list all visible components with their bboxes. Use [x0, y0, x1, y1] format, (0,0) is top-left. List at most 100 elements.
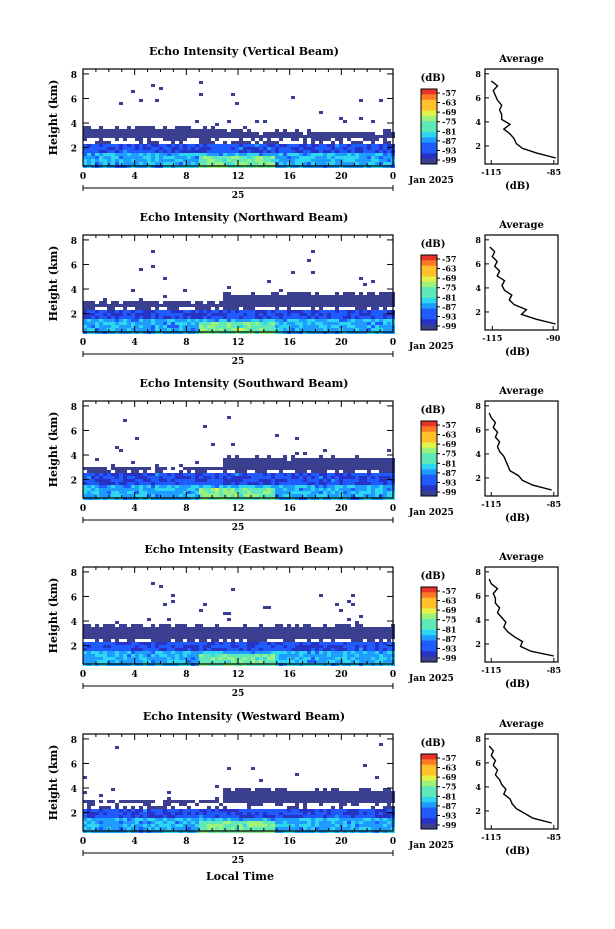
heatmap-cell: [151, 325, 155, 328]
heatmap-cell: [211, 304, 215, 307]
heatmap-cell: [327, 657, 331, 660]
heatmap-cell: [179, 654, 183, 657]
x-tick-label: 12: [232, 504, 245, 514]
heatmap-cell: [83, 818, 87, 821]
heatmap-cell: [371, 657, 375, 660]
heatmap-cell: [323, 633, 327, 636]
heatmap-cell: [187, 800, 191, 803]
heatmap-cell: [259, 313, 263, 316]
heatmap-cell: [95, 645, 99, 648]
heatmap-cell: [283, 651, 287, 654]
heatmap-cell: [203, 636, 207, 639]
heatmap-cell: [287, 147, 291, 150]
heatmap-cell: [111, 310, 115, 313]
heatmap-cell: [287, 660, 291, 663]
heatmap-cell: [135, 301, 139, 304]
heatmap-cell: [343, 461, 347, 464]
heatmap-cell: [187, 304, 191, 307]
x-tick-label: 16: [283, 504, 296, 514]
colorbar-swatch: [421, 260, 437, 267]
heatmap-cell: [311, 458, 315, 461]
heatmap-cell: [371, 159, 375, 162]
heatmap-cell: [179, 147, 183, 150]
heatmap-cell: [239, 815, 243, 818]
heatmap-cell: [215, 307, 219, 310]
heatmap-cell: [271, 627, 275, 630]
heatmap-cell: [375, 651, 379, 654]
heatmap-cell: [279, 788, 283, 791]
heatmap-cell: [267, 636, 271, 639]
heatmap-cell: [239, 295, 243, 298]
heatmap-cell: [375, 630, 379, 633]
heatmap-cell: [203, 150, 207, 153]
heatmap-cell: [243, 458, 247, 461]
heatmap-cell: [171, 800, 175, 803]
heatmap-cell: [199, 821, 203, 824]
heatmap-cell: [367, 138, 371, 141]
heatmap-cell: [231, 821, 235, 824]
heatmap-cell: [283, 322, 287, 325]
heatmap-cell: [323, 461, 327, 464]
heatmap-cell: [83, 809, 87, 812]
heatmap-cell: [87, 812, 91, 815]
heatmap-cell: [191, 627, 195, 630]
heatmap-cell: [103, 809, 107, 812]
heatmap-cell: [375, 150, 379, 153]
day-label: 25: [232, 357, 245, 367]
heatmap-cell: [367, 473, 371, 476]
heatmap-cell: [135, 138, 139, 141]
heatmap-cell: [111, 800, 115, 803]
heatmap-cell: [223, 491, 227, 494]
heatmap-cell: [287, 313, 291, 316]
heatmap-cell: [303, 458, 307, 461]
heatmap-cell: [383, 153, 387, 156]
heatmap-cell: [315, 328, 319, 331]
heatmap-cell: [279, 298, 283, 301]
heatmap-cell: [251, 467, 255, 470]
heatmap-cell: [83, 815, 87, 818]
heatmap-cell: [151, 316, 155, 319]
heatmap-cell: [131, 289, 135, 292]
heatmap-cell: [195, 654, 199, 657]
heatmap-cell: [351, 319, 355, 322]
heatmap-cell: [383, 162, 387, 165]
heatmap-cell: [187, 159, 191, 162]
heatmap-cell: [335, 627, 339, 630]
heatmap-cell: [263, 476, 267, 479]
heatmap-cell: [323, 153, 327, 156]
heatmap-cell: [359, 132, 363, 135]
heatmap-cell: [143, 827, 147, 830]
heatmap-cell: [347, 479, 351, 482]
heatmap-cell: [171, 645, 175, 648]
heatmap-cell: [371, 310, 375, 313]
heatmap-cell: [159, 325, 163, 328]
heatmap-cell: [307, 319, 311, 322]
heatmap-cell: [191, 482, 195, 485]
heatmap-cell: [99, 657, 103, 660]
heatmap-cell: [339, 301, 343, 304]
heatmap-cell: [379, 461, 383, 464]
heatmap-cell: [287, 815, 291, 818]
heatmap-cell: [171, 156, 175, 159]
heatmap-cell: [195, 461, 199, 464]
heatmap-cell: [123, 630, 127, 633]
heatmap-cell: [287, 476, 291, 479]
heatmap-cell: [191, 639, 195, 642]
heatmap-cell: [295, 651, 299, 654]
heatmap-cell: [99, 812, 103, 815]
heatmap-cell: [111, 815, 115, 818]
heatmap-cell: [263, 645, 267, 648]
heatmap-cell: [235, 458, 239, 461]
average-x-label: (dB): [505, 513, 530, 524]
heatmap-cell: [195, 467, 199, 470]
heatmap-cell: [283, 304, 287, 307]
heatmap-cell: [111, 150, 115, 153]
heatmap-cell: [311, 316, 315, 319]
heatmap-cell: [223, 132, 227, 135]
heatmap-cell: [347, 654, 351, 657]
heatmap-cell: [199, 633, 203, 636]
heatmap-cell: [223, 307, 227, 310]
heatmap-cell: [223, 458, 227, 461]
y-tick-label: 4: [71, 120, 77, 130]
heatmap-cell: [339, 298, 343, 301]
